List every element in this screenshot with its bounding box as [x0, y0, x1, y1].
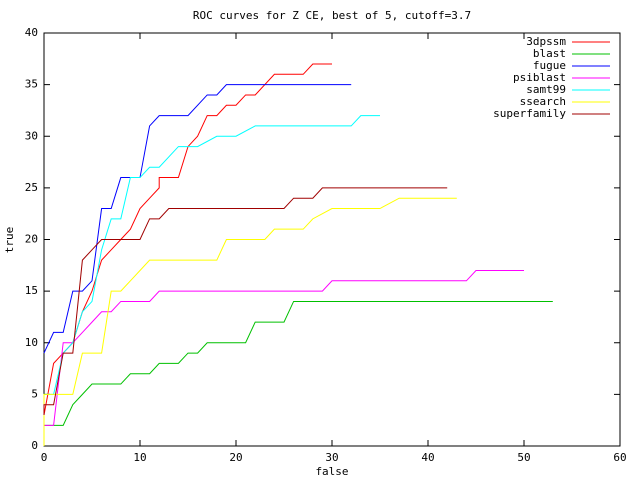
series-line [43, 187, 448, 416]
series-line [44, 269, 524, 426]
y-tick-label: 30 [25, 129, 38, 142]
y-tick-label: 40 [25, 26, 38, 39]
x-tick-label: 0 [41, 451, 48, 464]
series-line [43, 197, 457, 446]
x-tick-label: 30 [325, 451, 338, 464]
legend-label: blast [533, 47, 566, 60]
y-tick-label: 15 [25, 284, 38, 297]
legend-label: ssearch [520, 95, 566, 108]
x-tick-label: 20 [229, 451, 242, 464]
legend-label: samt99 [526, 83, 566, 96]
y-tick-label: 25 [25, 181, 38, 194]
x-tick-label: 60 [613, 451, 626, 464]
x-tick-label: 40 [421, 451, 434, 464]
series-line [43, 300, 553, 446]
legend-label: psiblast [513, 71, 566, 84]
legend-label: fugue [533, 59, 566, 72]
chart-title: ROC curves for Z CE, best of 5, cutoff=3… [193, 9, 471, 22]
y-tick-label: 20 [25, 233, 38, 246]
y-tick-label: 5 [31, 387, 38, 400]
x-tick-label: 10 [133, 451, 146, 464]
legend-label: 3dpssm [526, 35, 566, 48]
legend-label: superfamily [493, 107, 566, 120]
y-tick-label: 0 [31, 439, 38, 452]
y-axis-label: true [3, 227, 16, 254]
x-axis-label: false [315, 465, 348, 478]
y-tick-label: 10 [25, 336, 38, 349]
x-tick-label: 50 [517, 451, 530, 464]
series-line [43, 63, 332, 416]
series-line [43, 115, 380, 436]
y-tick-label: 35 [25, 78, 38, 91]
series-line [43, 84, 352, 354]
